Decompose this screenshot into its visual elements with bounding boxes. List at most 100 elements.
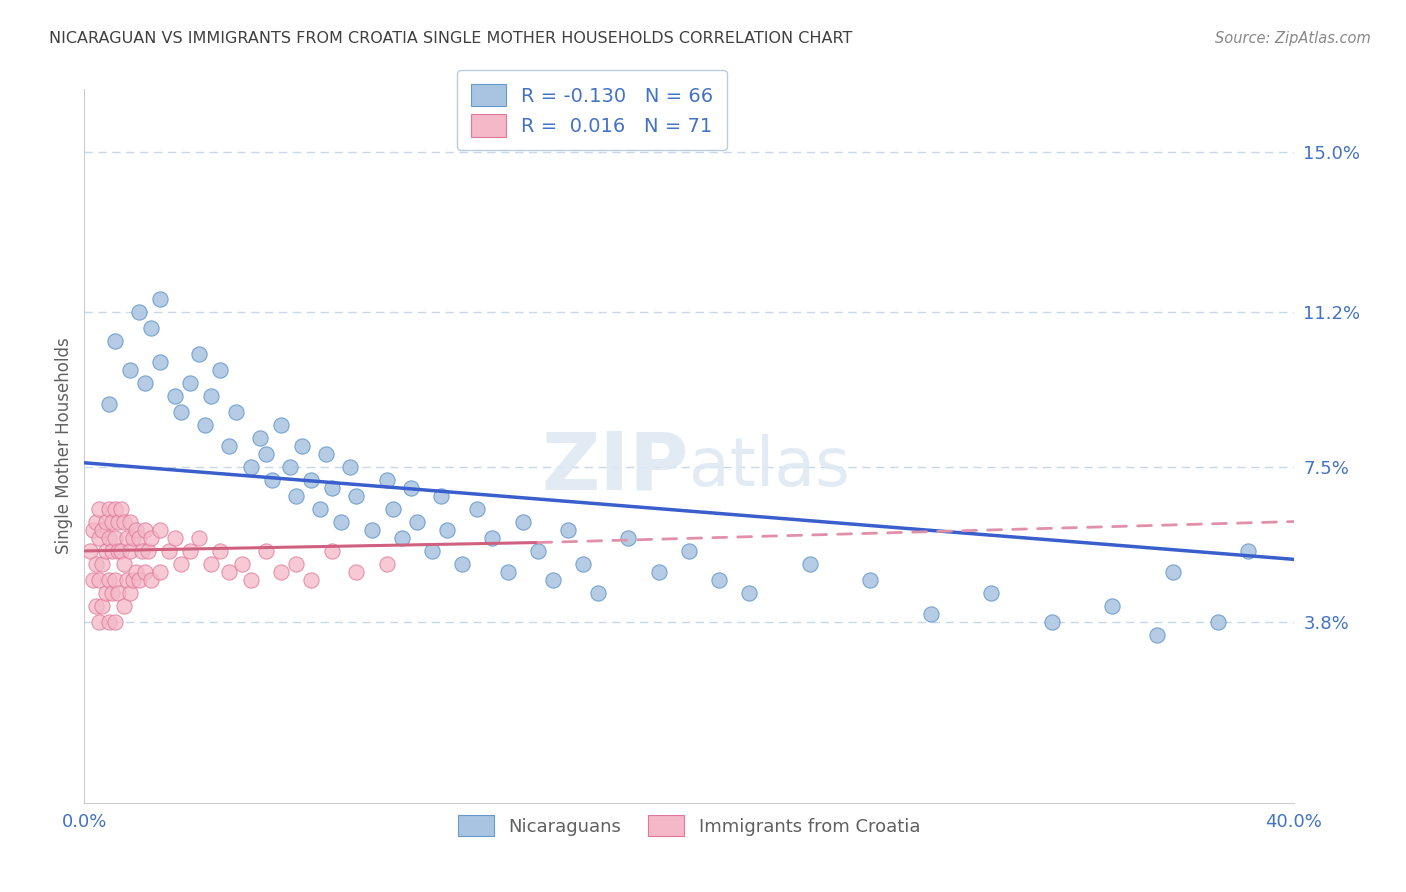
- Point: [112, 515, 135, 529]
- Point: [157, 544, 180, 558]
- Point: [121, 532, 143, 546]
- Point: [104, 615, 127, 630]
- Point: [82, 574, 104, 588]
- Point: [86, 557, 108, 571]
- Point: [91, 599, 114, 613]
- Point: [179, 376, 201, 390]
- Point: [225, 405, 247, 419]
- Point: [121, 574, 143, 588]
- Point: [139, 321, 162, 335]
- Point: [131, 544, 153, 558]
- Point: [94, 515, 117, 529]
- Point: [278, 460, 301, 475]
- Point: [299, 574, 322, 588]
- Point: [920, 607, 942, 621]
- Point: [89, 574, 111, 588]
- Point: [118, 544, 141, 558]
- Point: [139, 532, 162, 546]
- Point: [1161, 565, 1184, 579]
- Point: [100, 586, 122, 600]
- Point: [200, 389, 222, 403]
- Point: [1101, 599, 1123, 613]
- Point: [194, 417, 217, 432]
- Point: [420, 544, 443, 558]
- Point: [128, 574, 150, 588]
- Point: [149, 292, 172, 306]
- Point: [239, 574, 262, 588]
- Point: [617, 532, 640, 546]
- Point: [381, 502, 404, 516]
- Point: [86, 515, 108, 529]
- Text: ZIP: ZIP: [541, 428, 689, 507]
- Point: [118, 586, 141, 600]
- Text: NICARAGUAN VS IMMIGRANTS FROM CROATIA SINGLE MOTHER HOUSEHOLDS CORRELATION CHART: NICARAGUAN VS IMMIGRANTS FROM CROATIA SI…: [49, 31, 852, 46]
- Point: [406, 515, 429, 529]
- Point: [134, 565, 156, 579]
- Point: [481, 532, 503, 546]
- Point: [218, 565, 240, 579]
- Point: [270, 417, 292, 432]
- Point: [285, 557, 308, 571]
- Point: [299, 473, 322, 487]
- Point: [97, 502, 120, 516]
- Point: [709, 574, 731, 588]
- Point: [346, 489, 368, 503]
- Point: [254, 447, 277, 461]
- Point: [209, 544, 232, 558]
- Point: [218, 439, 240, 453]
- Point: [97, 532, 120, 546]
- Point: [100, 515, 122, 529]
- Point: [512, 515, 534, 529]
- Point: [291, 439, 314, 453]
- Point: [149, 523, 172, 537]
- Point: [188, 532, 211, 546]
- Point: [118, 363, 141, 377]
- Point: [91, 523, 114, 537]
- Point: [648, 565, 671, 579]
- Point: [260, 473, 283, 487]
- Point: [346, 565, 368, 579]
- Point: [94, 544, 117, 558]
- Point: [1206, 615, 1229, 630]
- Point: [254, 544, 277, 558]
- Point: [527, 544, 550, 558]
- Point: [799, 557, 821, 571]
- Point: [170, 405, 193, 419]
- Point: [104, 502, 127, 516]
- Point: [330, 515, 353, 529]
- Point: [100, 544, 122, 558]
- Point: [588, 586, 610, 600]
- Point: [430, 489, 453, 503]
- Point: [79, 544, 101, 558]
- Point: [496, 565, 519, 579]
- Point: [239, 460, 262, 475]
- Text: atlas: atlas: [689, 434, 849, 500]
- Point: [149, 355, 172, 369]
- Point: [118, 515, 141, 529]
- Point: [1146, 628, 1168, 642]
- Point: [112, 557, 135, 571]
- Point: [107, 544, 129, 558]
- Point: [315, 447, 337, 461]
- Point: [110, 544, 132, 558]
- Text: Source: ZipAtlas.com: Source: ZipAtlas.com: [1215, 31, 1371, 46]
- Point: [104, 574, 127, 588]
- Legend: Nicaraguans, Immigrants from Croatia: Nicaraguans, Immigrants from Croatia: [449, 806, 929, 845]
- Point: [339, 460, 361, 475]
- Point: [391, 532, 413, 546]
- Point: [321, 481, 343, 495]
- Point: [91, 557, 114, 571]
- Point: [436, 523, 458, 537]
- Point: [89, 532, 111, 546]
- Point: [104, 334, 127, 348]
- Point: [112, 599, 135, 613]
- Point: [86, 599, 108, 613]
- Point: [149, 565, 172, 579]
- Point: [572, 557, 595, 571]
- Point: [541, 574, 564, 588]
- Point: [107, 586, 129, 600]
- Point: [170, 557, 193, 571]
- Point: [321, 544, 343, 558]
- Point: [97, 615, 120, 630]
- Point: [97, 397, 120, 411]
